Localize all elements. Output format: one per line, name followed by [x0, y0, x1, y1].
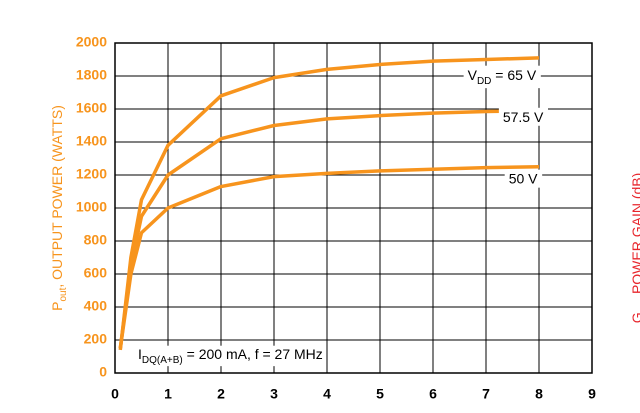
y-tick-label: 1400 — [76, 133, 107, 149]
legend-bg — [504, 169, 543, 188]
y-tick-label: 1600 — [76, 100, 107, 116]
y-axis-label-sub: out — [58, 287, 69, 301]
annotation-bg — [135, 345, 326, 367]
y-tick-label: 0 — [99, 364, 107, 380]
series-label: 50 V — [509, 171, 538, 187]
y2-axis-label: Gps, POWER GAIN (dB) — [629, 173, 640, 324]
legend-bg — [498, 107, 548, 126]
y-tick-label: 1000 — [76, 199, 107, 215]
y-tick-label: 600 — [84, 265, 108, 281]
x-tick-label: 3 — [270, 386, 278, 402]
y-tick-label: 2000 — [76, 34, 107, 50]
y-tick-label: 200 — [84, 331, 108, 347]
annotation-rest: = 200 mA, f = 27 MHz — [183, 346, 323, 362]
y-tick-label: 800 — [84, 232, 108, 248]
x-tick-label: 0 — [111, 386, 119, 402]
series-line — [118, 56, 540, 351]
x-tick-label: 9 — [588, 386, 596, 402]
series-label-sub: DD — [477, 76, 491, 87]
plot-frame — [114, 42, 593, 374]
series-line — [118, 165, 540, 349]
series-line — [118, 108, 540, 349]
x-tick-label: 2 — [217, 386, 225, 402]
y-axis-label-main: P — [49, 302, 65, 311]
x-tick-label: 4 — [323, 386, 331, 402]
y-axis-label-rest: , OUTPUT POWER (WATTS) — [49, 105, 65, 288]
y-tick-label: 1800 — [76, 67, 107, 83]
x-tick-label: 1 — [164, 386, 172, 402]
y-tick-label: 400 — [84, 298, 108, 314]
annotation-main: I — [138, 346, 142, 362]
y2-axis-label-main: G — [629, 312, 640, 323]
x-tick-label: 7 — [482, 386, 490, 402]
x-tick-label: 8 — [535, 386, 543, 402]
series-label: 57.5 V — [503, 109, 544, 125]
x-tick-label: 6 — [429, 386, 437, 402]
y2-axis-label-rest: , POWER GAIN (dB) — [629, 173, 640, 302]
annotation: IDQ(A+B) = 200 mA, f = 27 MHz — [138, 346, 323, 366]
series-label-main: V — [468, 67, 478, 83]
series-label: VDD = 65 V — [468, 67, 537, 87]
y-axis-label: Pout, OUTPUT POWER (WATTS) — [49, 105, 69, 311]
x-tick-label: 5 — [376, 386, 384, 402]
series-label-rest: = 65 V — [491, 67, 536, 83]
y2-axis-label-sub: ps — [638, 302, 640, 313]
y-tick-label: 1200 — [76, 166, 107, 182]
legend-bg — [463, 65, 541, 89]
annotation-sub: DQ(A+B) — [142, 355, 183, 366]
